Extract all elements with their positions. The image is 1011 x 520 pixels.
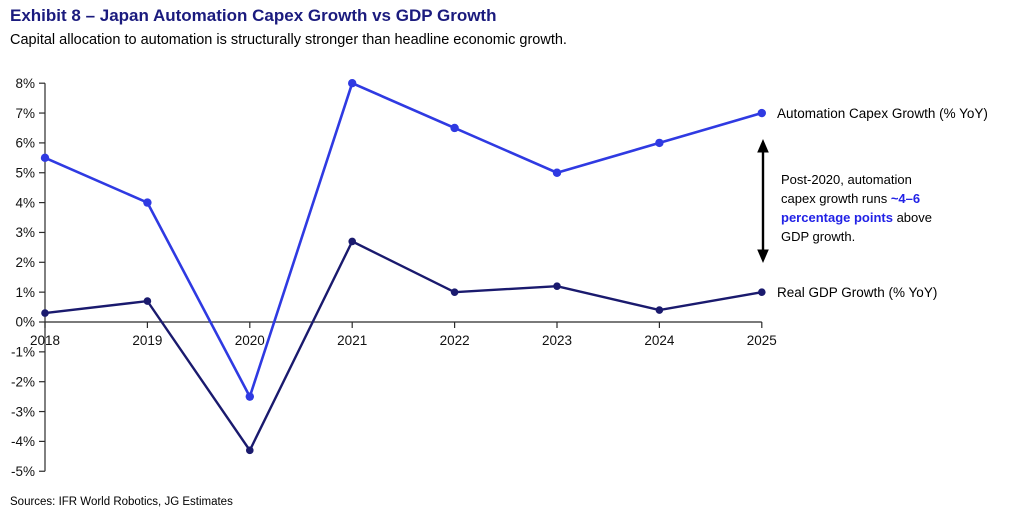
data-point: [450, 123, 459, 133]
data-point: [348, 237, 357, 246]
x-tick-label: 2020: [235, 333, 265, 348]
x-tick-label: 2023: [542, 333, 572, 348]
y-tick-label: 0%: [15, 315, 35, 330]
y-tick-label: -3%: [11, 404, 35, 419]
y-tick-label: 3%: [15, 225, 35, 240]
gdp-series-label: Real GDP Growth (% YoY): [777, 285, 938, 300]
data-point: [245, 392, 254, 401]
y-tick-label: 1%: [15, 285, 35, 300]
x-tick-label: 2018: [30, 333, 60, 348]
y-tick-label: 2%: [15, 255, 35, 270]
data-point: [655, 306, 664, 314]
annotation-text-part: above GDP growth.: [781, 210, 933, 244]
data-point: [143, 198, 152, 207]
x-tick-label: 2022: [440, 333, 470, 348]
capex-series-label: Automation Capex Growth (% YoY): [777, 106, 988, 121]
series-0: [40, 79, 766, 401]
y-tick-label: 5%: [15, 165, 35, 180]
page-title: Exhibit 8 – Japan Automation Capex Growt…: [10, 6, 497, 25]
y-tick-label: 7%: [15, 106, 35, 121]
data-point: [758, 288, 766, 296]
series-1: [41, 237, 766, 455]
y-tick-label: 6%: [15, 136, 35, 151]
y-tick-label: -5%: [11, 464, 35, 479]
x-tick-label: 2021: [337, 333, 367, 348]
data-point: [143, 297, 152, 305]
data-point: [246, 446, 254, 455]
annotation-text-part: Post-2020, automation capex growth runs: [781, 172, 912, 206]
x-tick-label: 2025: [747, 333, 777, 348]
series-line: [44, 81, 763, 400]
chart-plot-area: -5%-4%-3%-2%-1%0%1%2%3%4%5%6%7%8%2018 201…: [11, 76, 777, 479]
y-tick-label: 8%: [15, 76, 35, 91]
x-axis: 2018 2019 2020 2021 2022 2023 2024 2025: [30, 321, 777, 348]
data-point: [40, 153, 50, 163]
x-tick-label: 2019: [132, 333, 162, 348]
annotation-highlight-text: ~4–6 percentage points: [781, 191, 921, 225]
sources-note: Sources: IFR World Robotics, JG Estimate…: [10, 496, 233, 508]
data-point: [655, 138, 664, 148]
data-point: [757, 108, 766, 118]
y-axis: -5% -4% -3% -2% -1% 0% 1% 2% 3% 4% 5% 6% 7% 8%: [11, 76, 46, 479]
data-point: [553, 282, 561, 290]
y-tick-label: -1%: [11, 345, 35, 360]
page-subtitle: Capital allocation to automation is stru…: [10, 32, 567, 48]
data-point: [41, 309, 49, 317]
x-tick-label: 2024: [644, 333, 675, 348]
y-tick-label: 4%: [15, 195, 35, 210]
y-tick-label: -2%: [11, 374, 35, 389]
y-tick-label: -4%: [11, 434, 35, 449]
annotation-callout: Post-2020, automation capex growth runs …: [781, 170, 947, 246]
data-point: [450, 288, 459, 296]
data-point: [552, 168, 562, 177]
data-point: [348, 79, 357, 88]
series-line: [44, 239, 763, 453]
arrowhead-down-icon: [757, 249, 769, 263]
arrowhead-up-icon: [757, 139, 769, 153]
range-arrow: [757, 139, 769, 263]
